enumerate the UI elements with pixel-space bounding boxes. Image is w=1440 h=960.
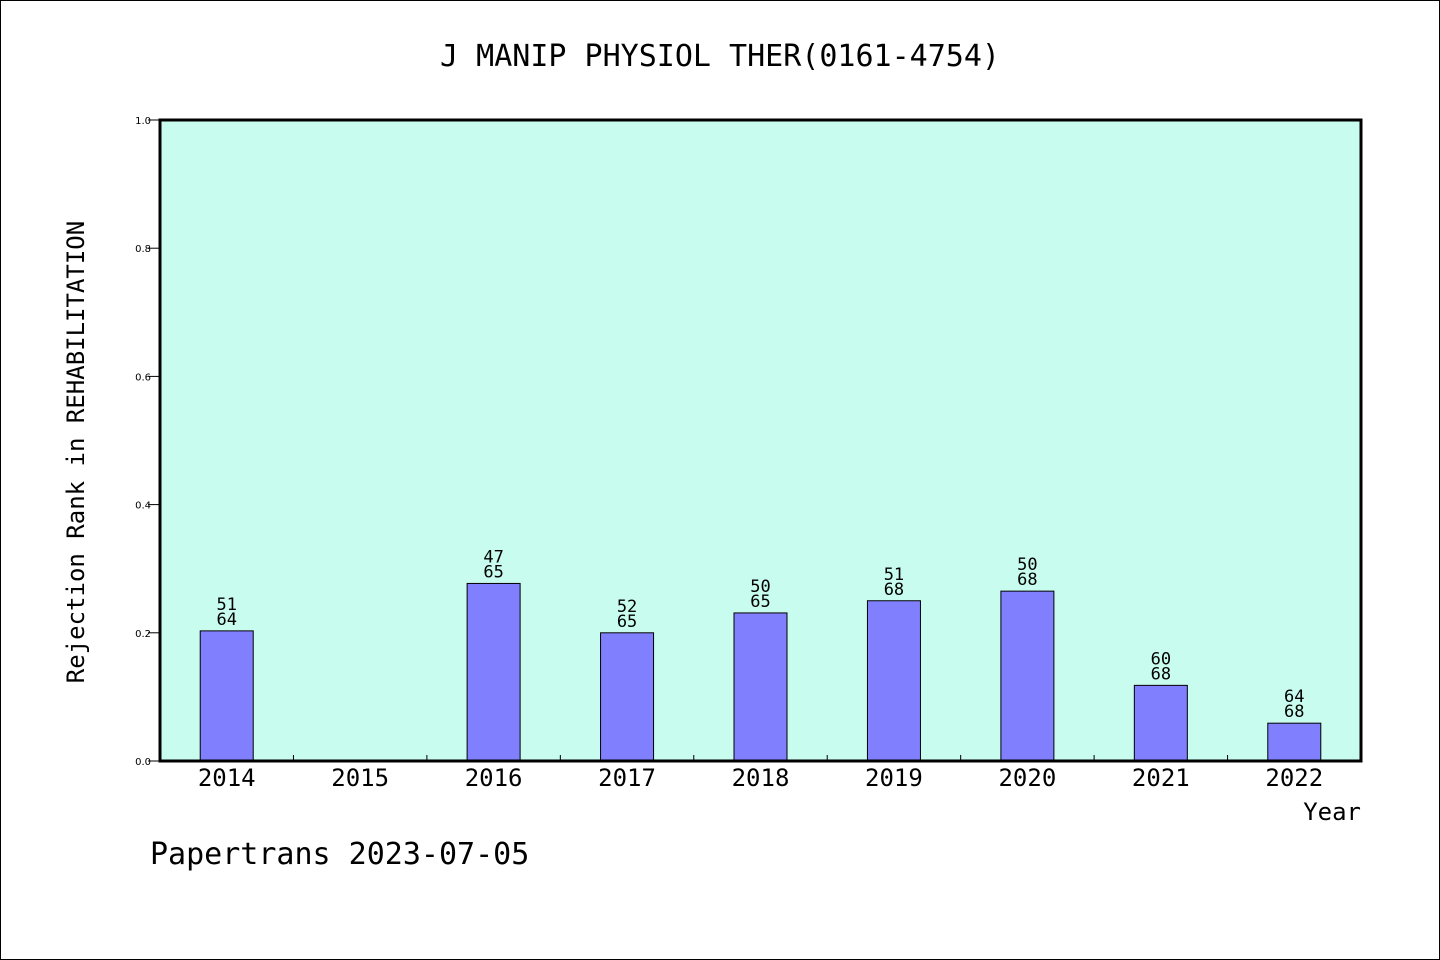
bar-label-bottom: 65: [750, 592, 770, 612]
bar-label-bottom: 64: [216, 610, 236, 630]
bar-label-top: 64: [1284, 687, 1304, 707]
bar-label-top: 51: [216, 595, 236, 615]
bar-2018: [733, 612, 788, 762]
x-axis-label: Year: [1303, 798, 1361, 826]
bar-label-top: 60: [1151, 649, 1171, 669]
x-tick-label: 2019: [865, 764, 923, 792]
y-tick-label: 0.0: [135, 757, 151, 768]
y-tick-label: 1.0: [135, 116, 151, 127]
plot-border: [158, 118, 1363, 763]
bar-2017: [600, 632, 655, 762]
bar-2016: [466, 582, 521, 762]
bar-label-top: 52: [617, 597, 637, 617]
bar-label-top: 50: [750, 577, 770, 597]
x-tick-label: 2021: [1132, 764, 1190, 792]
x-tick-label: 2020: [998, 764, 1056, 792]
x-tick-label: 2016: [465, 764, 523, 792]
x-tick-label: 2015: [331, 764, 389, 792]
chart-title: J MANIP PHYSIOL THER(0161-4754): [440, 39, 1000, 74]
bar-2014: [199, 630, 254, 762]
y-axis-label: Rejection Rank in REHABILITATION: [62, 221, 90, 683]
watermark-text: Papertrans 2023-07-05: [150, 837, 529, 872]
bar-2022: [1267, 722, 1322, 762]
x-tick-label: 2017: [598, 764, 656, 792]
y-tick-label: 0.6: [135, 372, 151, 383]
x-tick-label: 2022: [1265, 764, 1323, 792]
bar-label-bottom: 68: [884, 580, 904, 600]
bar-label-top: 50: [1017, 555, 1037, 575]
bar-label-top: 47: [483, 547, 503, 567]
bar-label-bottom: 68: [1284, 702, 1304, 722]
x-ticks-group: 2014 2015 2016 2017 2018 2019 2020 2021 2022: [198, 755, 1323, 792]
bar-label-bottom: 68: [1151, 664, 1171, 684]
x-tick-label: 2014: [198, 764, 256, 792]
bar-label-bottom: 65: [483, 562, 503, 582]
bar-2021: [1133, 684, 1188, 762]
y-tick-label: 0.8: [135, 244, 151, 255]
x-tick-label: 2018: [732, 764, 790, 792]
bar-label-bottom: 65: [617, 612, 637, 632]
y-tick-label: 0.2: [135, 629, 151, 640]
bar-2019: [866, 600, 921, 762]
y-ticks-group: 0.0 0.2 0.4 0.6 0.8 1.0: [135, 116, 160, 768]
bar-label-bottom: 68: [1017, 570, 1037, 590]
bar-2020: [1000, 590, 1055, 762]
y-tick-label: 0.4: [135, 501, 151, 512]
bar-label-top: 51: [884, 565, 904, 585]
